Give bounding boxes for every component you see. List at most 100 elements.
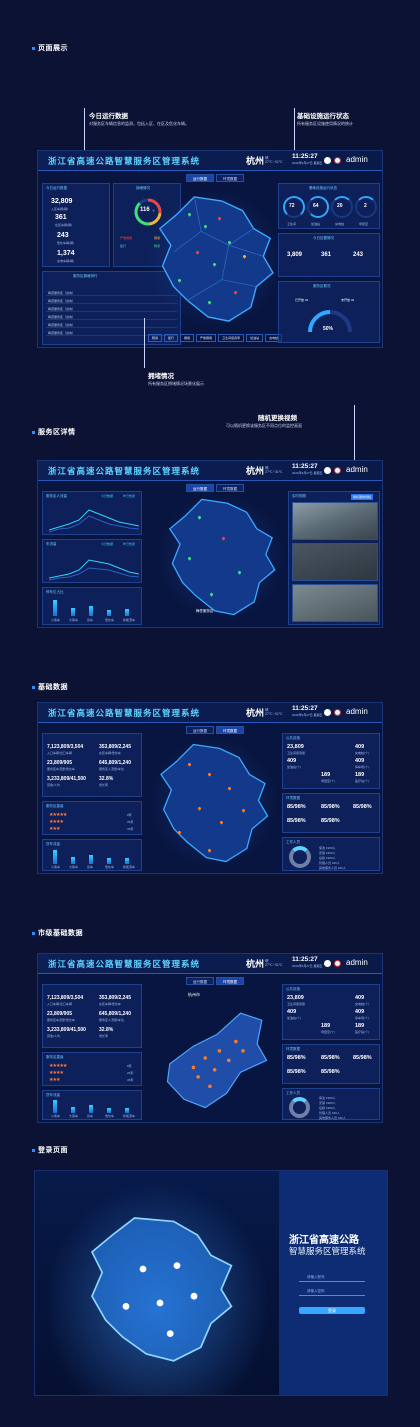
public-label: 医疗站(个) [355, 779, 369, 783]
stat-label: 营收/人均 [47, 783, 60, 787]
dashboard-running-data: 浙江省高速公路智慧服务区管理系统 杭州 晴 27℃~31℃ 11:25:27 20… [37, 150, 383, 348]
weather-text: 晴 [265, 156, 269, 160]
table-row[interactable]: 梅苍服务区（双向） [46, 314, 177, 320]
random-video-button[interactable]: 随机更换视频 [351, 494, 374, 500]
weather: 晴 27℃~31℃ [265, 959, 283, 967]
bell-icon[interactable] [324, 709, 331, 716]
stat-label: 营收/人均 [47, 1034, 60, 1038]
env-value: 85/98% [287, 1069, 306, 1075]
city-map[interactable] [158, 998, 276, 1118]
city-name[interactable]: 杭州 [246, 466, 265, 476]
login-button[interactable]: 登录 [299, 1307, 365, 1314]
avatar-icon[interactable] [334, 960, 341, 967]
stat-value: 353,809/2,245 [99, 995, 131, 1001]
tab-environment[interactable]: 环境数据 [216, 726, 244, 734]
clock-time: 11:25:27 [292, 153, 318, 160]
camera-feed[interactable] [292, 543, 378, 581]
panel-title: 公共设施 [286, 736, 300, 740]
header-bar: 浙江省高速公路智慧服务区管理系统 杭州 晴 27℃~31℃ 11:25:27 20… [38, 151, 382, 171]
tab-running[interactable]: 运行数据 [186, 977, 214, 985]
filter-button[interactable]: 拥堵 [180, 334, 195, 342]
weather-text: 晴 [265, 959, 269, 963]
filter-button[interactable]: 畅通 [148, 334, 163, 342]
avatar-icon[interactable] [334, 709, 341, 716]
user-name[interactable]: admin [346, 465, 368, 474]
login-map-visual [35, 1171, 279, 1395]
filter-button[interactable]: 严重拥堵 [196, 334, 217, 342]
star-count: 39家 [127, 827, 134, 831]
top-tabs: 运行数据 环境数据 [186, 726, 244, 734]
user-name[interactable]: admin [346, 707, 368, 716]
username-input[interactable]: 请输入账号 [299, 1275, 365, 1282]
filter-button[interactable]: 加油站 [246, 334, 264, 342]
province-map[interactable] [148, 737, 278, 869]
tab-running[interactable]: 运行数据 [186, 726, 214, 734]
city-name[interactable]: 杭州 [246, 156, 265, 166]
bar-label: 货车 [87, 618, 94, 622]
city-name[interactable]: 杭州 [246, 959, 265, 969]
tab-environment[interactable]: 环境数据 [216, 977, 244, 985]
gauge-value: 64 [313, 203, 319, 209]
system-title: 浙江省高速公路智慧服务区管理系统 [48, 959, 201, 969]
stat-value: 243 [57, 232, 69, 239]
province-map[interactable] [156, 493, 286, 621]
ring-unit: 个 [152, 209, 155, 213]
gauge-value: 2 [364, 203, 367, 209]
avatar-icon[interactable] [334, 467, 341, 474]
user-name[interactable]: admin [346, 155, 368, 164]
tab-environment[interactable]: 环境数据 [216, 484, 244, 492]
annotation-video-title: 随机更换视频 [258, 415, 297, 422]
camera-feed[interactable] [292, 584, 378, 622]
annotation-congestion-title: 拥堵情况 [148, 373, 174, 380]
daily-panel: 今日运行数据 32,809 入区车辆(辆) 361 在区车辆(辆) 243 危化… [42, 183, 110, 267]
star-icon: ★★★★ [49, 819, 64, 825]
camera-feed[interactable] [292, 502, 378, 540]
bell-icon[interactable] [324, 467, 331, 474]
clock-time: 11:25:27 [292, 705, 318, 712]
stat-value: 7,123,809/3,504 [47, 995, 84, 1001]
service-open: 已开放 42 [295, 298, 309, 302]
bell-icon[interactable] [324, 960, 331, 967]
avatar-icon[interactable] [334, 157, 341, 164]
filter-button[interactable]: 卫生间使用率 [218, 334, 245, 342]
staff-legend: 其他服务人员 180人 [319, 866, 346, 870]
top-tabs: 运行数据 环境数据 [186, 174, 244, 182]
gauge-label: 加油站 [311, 222, 321, 226]
row-name: 梅苍服务区（双向） [48, 298, 76, 303]
stat-label: 服务区车流量/危化车 [47, 767, 75, 771]
table-row[interactable]: 梅苍服务区（双向） [46, 330, 177, 336]
legend-prev: 昨日数据 [123, 494, 136, 498]
stat-label: 服务区人流量/车位 [99, 767, 124, 771]
panel-title: 环境数据 [286, 796, 300, 800]
tab-running[interactable]: 运行数据 [186, 174, 214, 182]
public-label: 停车场(个) [355, 1016, 369, 1020]
system-title: 浙江省高速公路智慧服务区管理系统 [48, 466, 201, 476]
table-row[interactable]: 梅苍服务区（双向） [46, 322, 177, 328]
user-name[interactable]: admin [346, 958, 368, 967]
panel-title: 工作人员 [286, 1091, 300, 1095]
staff-panel: 工作人员 保洁 1980人 安保 1980人 后勤 1980人 管理人员 180… [282, 837, 380, 871]
rank-panel: 服务区拥堵排行 梅苍服务区（双向） 梅苍服务区（双向） 梅苍服务区（双向） 梅苍… [42, 271, 181, 345]
table-row[interactable]: 梅苍服务区（双向） [46, 290, 177, 296]
today-panel: 今日处置情况 3,809 361 243 [278, 233, 380, 277]
table-row[interactable]: 梅苍服务区（双向） [46, 306, 177, 312]
bell-icon[interactable] [324, 157, 331, 164]
gauge-label: 母婴室 [359, 222, 369, 226]
annotation-video-desc: 可以随机更换该服务区不同点位的监控画面 [226, 423, 302, 428]
car-flow-panel: 车流量 今日数据 昨日数据 [42, 539, 142, 583]
star-icon: ★★★★★ [49, 1063, 67, 1069]
password-input[interactable]: 请输入密码 [299, 1289, 365, 1296]
tab-environment[interactable]: 环境数据 [216, 174, 244, 182]
star-panel: 服务区星级 ★★★★★ ★★★★ ★★★ 8家 26家 39家 [42, 1052, 142, 1086]
public-value: 189 [355, 772, 365, 778]
public-value: 189 [355, 1023, 365, 1029]
annotation-daily-desc: 对服务区车辆信息的监测，包括入区、在区及危化车辆。 [89, 121, 189, 126]
table-row[interactable]: 梅苍服务区（双向） [46, 298, 177, 304]
city-name[interactable]: 杭州 [246, 708, 265, 718]
filter-button[interactable]: 缓行 [164, 334, 179, 342]
clock-date: 2022年5月27日 星期五 [292, 964, 323, 968]
province-map[interactable] [146, 189, 284, 329]
bar-label: 危化车 [105, 618, 115, 622]
row-name: 梅苍服务区（双向） [48, 322, 76, 327]
tab-running[interactable]: 运行数据 [186, 484, 214, 492]
